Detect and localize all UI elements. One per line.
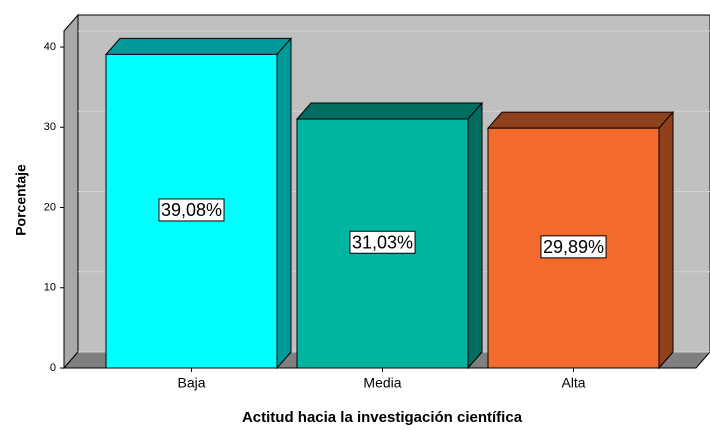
value-label-box <box>158 198 225 222</box>
y-tick-label: 40 <box>44 41 56 53</box>
y-axis-title: Porcentaje <box>13 164 29 236</box>
value-label: 31,03% <box>352 232 413 252</box>
bar-side <box>276 37 292 370</box>
left-wall <box>63 13 79 370</box>
y-tick-label: 30 <box>44 121 56 133</box>
y-tick-label: 20 <box>44 201 56 213</box>
y-tick-label: 10 <box>44 282 56 294</box>
bar-top <box>486 111 675 129</box>
x-tick-label: Alta <box>561 375 585 391</box>
bar-side <box>658 110 674 370</box>
value-label: 29,89% <box>543 237 604 257</box>
bar-side <box>467 101 483 370</box>
value-label-box <box>349 230 416 254</box>
x-tick-label: Media <box>363 375 401 391</box>
x-tick-label: Baja <box>177 375 205 391</box>
bar-top <box>295 102 484 120</box>
x-axis-title: Actitud hacia la investigación científic… <box>242 409 523 426</box>
value-label-box <box>540 235 607 259</box>
y-tick-label: 0 <box>50 362 56 374</box>
bar-top <box>104 37 293 55</box>
value-label: 39,08% <box>161 200 222 220</box>
